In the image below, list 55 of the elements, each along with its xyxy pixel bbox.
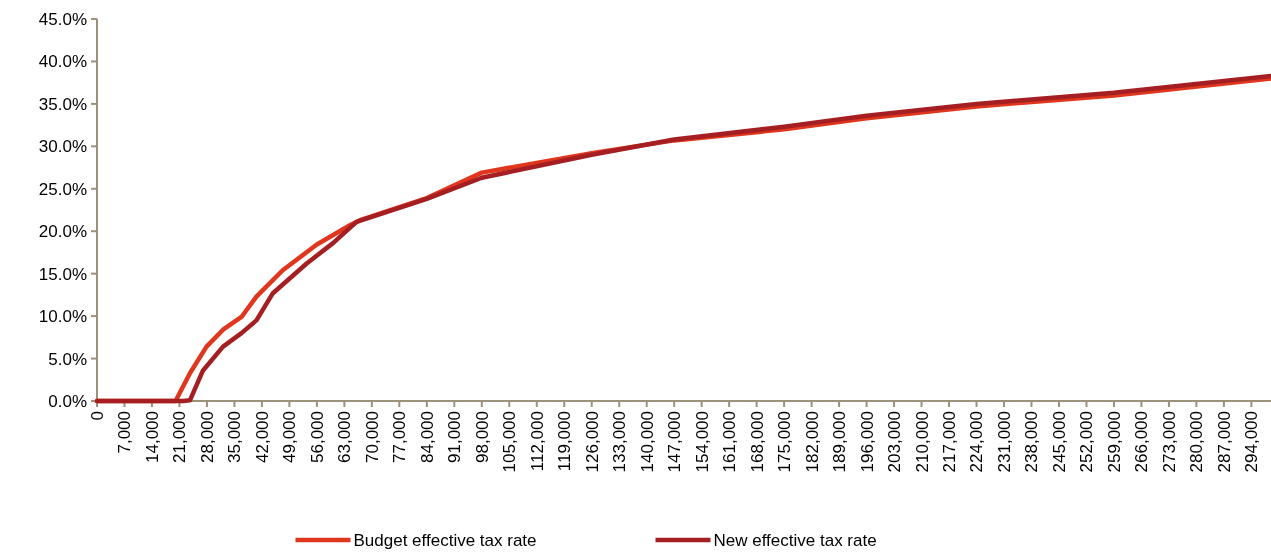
x-tick-label: 210,000 xyxy=(912,411,932,473)
x-tick-label: 245,000 xyxy=(1049,411,1069,473)
x-tick-label: 35,000 xyxy=(225,411,245,463)
x-tick-label: 42,000 xyxy=(252,411,272,463)
x-tick-label: 182,000 xyxy=(802,411,822,473)
x-tick-label: 147,000 xyxy=(665,411,685,473)
x-tick-label: 91,000 xyxy=(445,411,465,463)
y-tick-label: 0.0% xyxy=(48,391,87,411)
x-tick-label: 196,000 xyxy=(857,411,877,473)
x-tick-label: 203,000 xyxy=(885,411,905,473)
y-tick-label: 15.0% xyxy=(38,264,87,284)
y-tick-label: 35.0% xyxy=(38,94,87,114)
x-tick-label: 161,000 xyxy=(720,411,740,473)
x-tick-label: 0 xyxy=(87,411,107,421)
x-tick-label: 7,000 xyxy=(115,411,135,454)
x-tick-label: 77,000 xyxy=(390,411,410,463)
x-tick-label: 259,000 xyxy=(1104,411,1124,473)
x-tick-label: 217,000 xyxy=(939,411,959,473)
x-tick-label: 84,000 xyxy=(417,411,437,463)
x-tick-label: 63,000 xyxy=(335,411,355,463)
x-tick-label: 238,000 xyxy=(1022,411,1042,473)
x-tick-label: 56,000 xyxy=(307,411,327,463)
x-tick-label: 70,000 xyxy=(362,411,382,463)
y-tick-label: 40.0% xyxy=(38,52,87,72)
x-tick-label: 231,000 xyxy=(994,411,1014,473)
x-tick-label: 126,000 xyxy=(582,411,602,473)
x-tick-label: 133,000 xyxy=(610,411,630,473)
x-tick-label: 98,000 xyxy=(472,411,492,463)
x-tick-label: 273,000 xyxy=(1159,411,1179,473)
x-tick-label: 105,000 xyxy=(500,411,520,473)
x-tick-label: 287,000 xyxy=(1214,411,1234,473)
x-tick-label: 224,000 xyxy=(967,411,987,473)
y-tick-label: 10.0% xyxy=(38,307,87,327)
legend-label: Budget effective tax rate xyxy=(353,530,537,550)
x-tick-label: 49,000 xyxy=(280,411,300,463)
legend-label: New effective tax rate xyxy=(713,530,877,550)
x-tick-label: 280,000 xyxy=(1187,411,1207,473)
x-tick-label: 252,000 xyxy=(1077,411,1097,473)
x-tick-label: 294,000 xyxy=(1242,411,1262,473)
x-tick-label: 21,000 xyxy=(170,411,190,463)
y-tick-label: 30.0% xyxy=(38,137,87,157)
x-tick-label: 266,000 xyxy=(1132,411,1152,473)
x-tick-label: 175,000 xyxy=(775,411,795,473)
x-tick-label: 112,000 xyxy=(527,411,547,472)
x-tick-label: 189,000 xyxy=(830,411,850,473)
y-tick-label: 20.0% xyxy=(38,222,87,242)
x-tick-label: 119,000 xyxy=(555,411,575,472)
x-tick-label: 28,000 xyxy=(197,411,217,463)
x-tick-label: 14,000 xyxy=(142,411,162,463)
x-tick-label: 168,000 xyxy=(747,411,767,473)
x-tick-label: 154,000 xyxy=(692,411,712,473)
y-tick-label: 25.0% xyxy=(38,179,87,199)
y-tick-label: 5.0% xyxy=(48,349,87,369)
x-tick-label: 140,000 xyxy=(637,411,657,473)
y-tick-label: 45.0% xyxy=(38,9,87,29)
